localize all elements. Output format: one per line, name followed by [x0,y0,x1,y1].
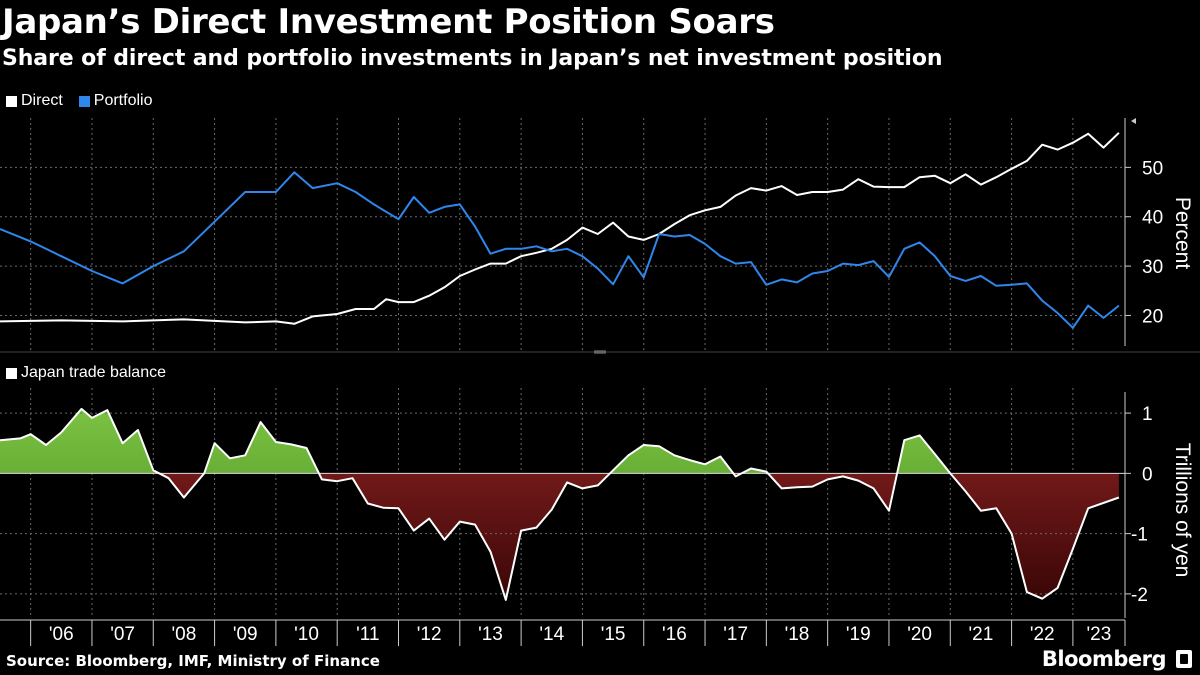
top-y-axis-arrow [1131,118,1136,124]
trade-balance-panel: 1 0 -1 -2 [0,388,1153,618]
investment-share-panel: 20 30 40 50 [0,118,1163,350]
x-tick-label: '11 [356,624,379,645]
legend-label-direct: Direct [21,92,63,109]
x-tick-label: '16 [662,624,687,645]
series-line-portfolio [0,171,1120,329]
bottom-y-tick-label: 1 [1142,404,1153,425]
x-tick-label: '14 [539,624,564,645]
x-tick-label: '23 [1087,624,1112,645]
bottom-y-tick-label: 0 [1142,464,1153,485]
source-note: Source: Bloomberg, IMF, Ministry of Fina… [6,652,380,670]
x-tick-label: '06 [49,624,74,645]
top-y-tick-label: 40 [1142,208,1163,229]
brand-logo-text: Bloomberg [1041,647,1167,671]
x-tick-label: '09 [233,624,258,645]
legend-item-portfolio: Portfolio [78,92,153,110]
trade-deficit-area [0,473,1119,600]
x-tick-label: '19 [846,624,871,645]
chart-title: Japan’s Direct Investment Position Soars [2,2,775,42]
legend-item-direct: Direct [6,92,63,110]
x-tick-label: '13 [478,624,503,645]
series-line-trade-balance [0,407,1120,601]
bloomberg-logo-icon [1176,650,1192,668]
top-y-tick-label: 50 [1142,158,1163,179]
top-y-tick-label: 30 [1142,257,1163,278]
bottom-y-tick-label: -2 [1131,585,1148,606]
y-axis-title-percent: Percent [1171,197,1194,270]
bottom-y-tick-label: -1 [1131,525,1148,546]
x-tick-label: '15 [601,624,626,645]
legend-label-portfolio: Portfolio [93,92,153,109]
y-axis-title-trillions-of-yen: Trillions of yen [1171,443,1194,578]
legend-label-trade-balance: Japan trade balance [21,364,166,381]
top-y-tick-label: 20 [1142,306,1163,327]
legend-item-trade-balance: Japan trade balance [6,364,166,382]
x-axis: '06 '07 '08 '09 '10 '11 '12 '13 '14 '15 '16 '17 '18 '… [0,619,1126,646]
top-legend: Direct Portfolio [6,92,152,110]
x-tick-label: '10 [294,624,319,645]
legend-swatch-trade-balance [6,367,17,379]
x-tick-label: '22 [1030,624,1055,645]
x-tick-label: '12 [417,624,442,645]
x-tick-label: '20 [907,624,932,645]
legend-swatch-portfolio [78,95,90,107]
x-tick-label: '08 [172,624,197,645]
trade-surplus-area [0,408,951,474]
series-line-direct [0,132,1120,325]
x-tick-label: '07 [110,624,135,645]
x-tick-label: '18 [785,624,810,645]
chart-subtitle: Share of direct and portfolio investment… [2,46,943,71]
x-tick-label: '21 [969,624,994,645]
legend-swatch-direct [6,95,17,107]
x-tick-label: '17 [723,624,748,645]
bottom-legend: Japan trade balance [6,364,166,382]
